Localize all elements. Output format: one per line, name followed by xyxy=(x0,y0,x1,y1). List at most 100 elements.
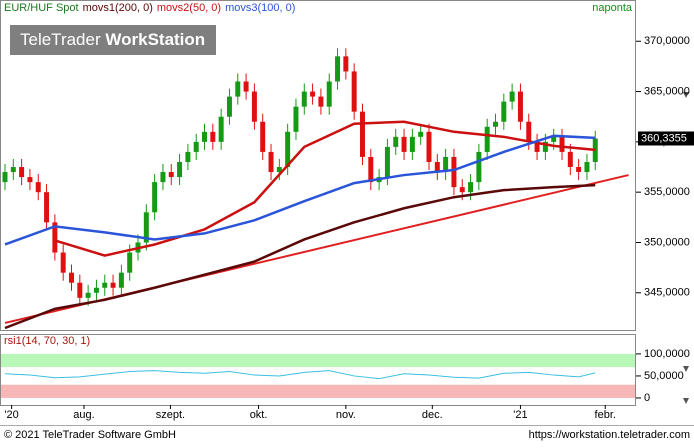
candle-body xyxy=(168,172,174,178)
copyright: © 2021 TeleTrader Software GmbH xyxy=(4,429,176,441)
watermark-product: WorkStation xyxy=(105,30,205,49)
watermark: TeleTrader WorkStation xyxy=(20,30,205,49)
legend-entry: movs1(200, 0) xyxy=(83,2,153,14)
x-tick-label: '21 xyxy=(513,409,527,421)
moving-average xyxy=(4,134,596,246)
candle-body xyxy=(19,167,25,178)
scroll-icon[interactable] xyxy=(683,366,689,372)
candle-body xyxy=(152,182,158,213)
candle-body xyxy=(493,121,498,127)
x-tick-label: szept. xyxy=(156,409,185,421)
rsi-band xyxy=(1,353,636,368)
candle-body xyxy=(592,138,598,162)
candle-body xyxy=(102,282,108,288)
price-panel-frame xyxy=(0,0,636,331)
rsi-panel-frame xyxy=(0,334,636,406)
candle-body xyxy=(351,71,357,112)
x-tick-label: dec. xyxy=(422,409,443,421)
candle-body xyxy=(418,131,424,137)
legend: EUR/HUF Spot movs1(200, 0) movs2(50, 0) mov… xyxy=(4,2,295,14)
candle-body xyxy=(501,101,507,122)
candle-body xyxy=(235,81,241,97)
price-panel xyxy=(2,48,629,330)
candle-body xyxy=(393,136,399,147)
candle-body xyxy=(526,121,532,142)
candle-body xyxy=(326,81,332,107)
x-tick-label: nov. xyxy=(336,409,356,421)
candle-body xyxy=(260,121,266,152)
rsi-y-tick-label: 50,0000 xyxy=(644,370,684,382)
candle-body xyxy=(2,172,8,183)
candle-body xyxy=(202,131,208,142)
candle-body xyxy=(226,96,232,117)
candle-body xyxy=(484,126,490,152)
candle-body xyxy=(85,292,91,298)
candle-body xyxy=(110,282,116,288)
candle-body xyxy=(359,111,365,157)
candle-body xyxy=(368,156,374,183)
candle-body xyxy=(127,252,133,273)
scroll-icon[interactable] xyxy=(683,398,689,404)
watermark-brand: TeleTrader xyxy=(20,30,101,49)
candle-body xyxy=(243,81,249,92)
candle-body xyxy=(177,161,183,178)
candle-body xyxy=(185,151,191,162)
candle-body xyxy=(193,141,199,152)
candle-body xyxy=(468,182,474,193)
y-tick-label: 370,0000 xyxy=(644,35,690,47)
candle-body xyxy=(409,136,415,152)
candle-body xyxy=(268,151,274,173)
candle-body xyxy=(509,91,515,102)
candle-body xyxy=(443,156,449,173)
candle-body xyxy=(343,56,349,72)
interval-label: naponta xyxy=(592,2,633,14)
candle-body xyxy=(44,192,50,223)
candle-body xyxy=(52,222,58,253)
y-tick-label: 350,0000 xyxy=(644,236,690,248)
candle-body xyxy=(310,91,316,97)
moving-average xyxy=(54,120,596,257)
candle-body xyxy=(10,167,16,173)
candle-body xyxy=(534,141,540,152)
x-tick-label: febr. xyxy=(595,409,616,421)
candle-body xyxy=(293,106,299,132)
scroll-icon[interactable] xyxy=(683,92,689,98)
candle-body xyxy=(118,272,124,288)
candle-body xyxy=(542,141,548,152)
candle-body xyxy=(35,182,41,193)
candle-body xyxy=(276,167,282,173)
rsi-bands xyxy=(1,353,636,398)
candle-body xyxy=(251,91,257,122)
last-value-box xyxy=(638,131,694,146)
candle-body xyxy=(559,136,565,152)
candle-body xyxy=(517,91,523,122)
rsi-line xyxy=(4,370,596,380)
last-value-label: 360,3355 xyxy=(641,132,687,144)
candle-body xyxy=(426,131,432,162)
candle-body xyxy=(476,151,482,183)
candle-body xyxy=(218,116,224,142)
x-tick-label: '20 xyxy=(4,409,18,421)
candle-body xyxy=(335,56,341,82)
candle-body xyxy=(576,167,582,173)
candle-body xyxy=(551,136,557,142)
candle-body xyxy=(434,161,440,173)
chart-title: EUR/HUF Spot xyxy=(4,2,79,14)
moving-average xyxy=(4,183,596,330)
y-tick-label: 355,0000 xyxy=(644,186,690,198)
candle-body xyxy=(567,151,573,168)
candle-body xyxy=(451,156,457,188)
candle-body xyxy=(77,282,83,298)
candle-body xyxy=(60,252,66,273)
candle-body xyxy=(69,272,74,283)
candle-body xyxy=(584,161,590,173)
candle-body xyxy=(301,91,307,107)
y-tick-label: 345,0000 xyxy=(644,287,690,299)
watermark-box xyxy=(10,25,216,55)
x-tick-label: okt. xyxy=(250,409,268,421)
candle-body xyxy=(401,136,407,152)
candle-body xyxy=(210,131,216,142)
candle-body xyxy=(160,172,166,183)
